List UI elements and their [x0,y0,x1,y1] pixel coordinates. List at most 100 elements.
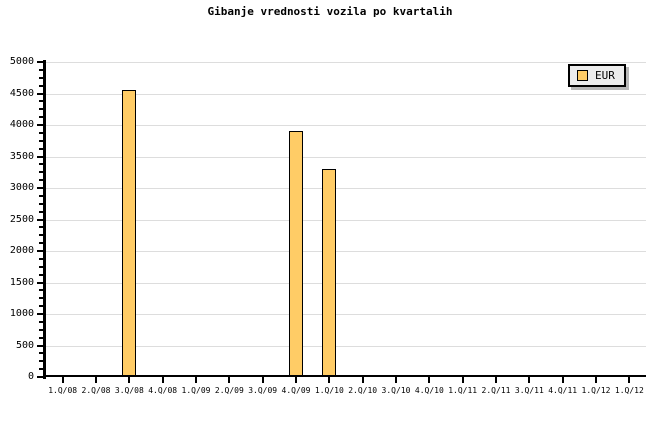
y-axis-minor-tick [39,297,44,300]
y-axis-label: 2500 [9,213,34,225]
x-axis-label: 2.Q/10 [348,386,378,395]
x-axis-label: 2.Q/09 [214,386,244,395]
y-axis-minor-tick [39,116,44,119]
x-axis-tick [161,377,164,383]
chart-legend: EUR [568,64,626,87]
y-axis-tick [37,281,44,284]
gridline [46,93,646,95]
legend-label-eur: EUR [595,69,615,82]
x-axis-tick [428,377,431,383]
y-axis-minor-tick [39,131,44,134]
y-axis-label: 500 [15,339,34,351]
x-axis-tick [561,377,564,383]
x-axis-tick [61,377,64,383]
plot-area [46,62,646,377]
y-axis-minor-tick [39,320,44,323]
x-axis-tick [261,377,264,383]
y-axis-label: 1500 [9,276,34,288]
y-axis-tick [37,376,44,378]
x-axis-label: 4.Q/09 [281,386,311,395]
x-axis-line [44,375,646,377]
y-axis-minor-tick [39,210,44,213]
x-axis-label: 4.Q/08 [148,386,178,395]
y-axis-label: 2000 [9,245,34,256]
y-axis-minor-tick [39,108,44,111]
y-axis-minor-tick [39,368,44,371]
y-axis-minor-tick [39,179,44,182]
y-axis-minor-tick [39,84,44,87]
y-axis-minor-tick [39,226,44,229]
x-axis-tick [628,377,631,383]
x-axis-label: 3.Q/09 [248,386,278,395]
gridline [46,282,646,284]
y-axis-label: 1000 [9,308,34,319]
y-axis-tick [37,155,44,158]
y-axis-label: 0 [27,371,34,382]
x-axis-label: 1.Q/11 [448,386,478,395]
chart-title: Gibanje vrednosti vozila po kvartalih [207,5,453,18]
y-axis-label: 5000 [9,56,34,67]
y-axis-line [43,60,46,379]
y-axis-minor-tick [39,273,44,276]
y-axis-minor-tick [39,163,44,166]
x-axis-label: 4.Q/10 [414,386,444,395]
y-axis-minor-tick [39,289,44,292]
gridline [46,219,646,221]
y-axis-minor-tick [39,305,44,308]
y-axis-tick [37,218,44,221]
y-axis-minor-tick [39,242,44,245]
gridline [46,62,646,63]
gridline [46,251,646,252]
y-axis-minor-tick [39,352,44,355]
x-axis-label: 4.Q/11 [548,386,578,395]
legend-swatch-eur [577,70,588,81]
y-axis-tick [37,124,44,126]
x-axis-tick [395,377,397,383]
x-axis-tick [228,377,231,383]
x-axis-label: 1.Q/09 [181,386,211,395]
x-axis-label: 2.Q/11 [481,386,511,395]
y-axis-tick [37,92,44,95]
bar [322,169,337,377]
y-axis-minor-tick [39,234,44,237]
gridline [46,188,646,189]
x-axis-tick [495,377,497,383]
y-axis-minor-tick [39,202,44,205]
x-axis-tick [195,377,197,383]
y-axis-minor-tick [39,360,44,363]
y-axis-minor-tick [39,139,44,142]
x-axis-tick [128,377,131,383]
y-axis-minor-tick [39,171,44,174]
x-axis-tick [295,377,297,383]
y-axis-minor-tick [39,100,44,103]
y-axis-minor-tick [39,68,44,71]
y-axis-minor-tick [39,336,44,339]
gridline [46,156,646,158]
y-axis-tick [37,187,44,189]
y-axis-tick [37,344,44,347]
x-axis-label: 2.Q/08 [81,386,111,395]
y-axis-minor-tick [39,76,44,79]
x-axis-tick [328,377,331,383]
y-axis-label: 4500 [9,87,34,99]
x-axis-tick [595,377,597,383]
gridline [46,345,646,347]
y-axis-label: 4000 [9,119,34,130]
x-axis-label: 3.Q/11 [514,386,544,395]
x-axis-label: 1.Q/08 [48,386,78,395]
x-axis-tick [95,377,97,383]
x-axis-label: 3.Q/08 [114,386,144,395]
x-axis-tick [361,377,364,383]
x-axis-label: 1.Q/12 [614,386,644,395]
y-axis-minor-tick [39,257,44,260]
x-axis-tick [528,377,531,383]
y-axis-tick [37,250,44,252]
gridline [46,125,646,126]
y-axis-minor-tick [39,328,44,331]
bar [289,130,303,377]
gridline [46,314,646,315]
bar [122,89,137,377]
y-axis-label: 3000 [9,182,34,193]
x-axis-label: 1.Q/10 [314,386,344,395]
x-axis-tick [461,377,464,383]
